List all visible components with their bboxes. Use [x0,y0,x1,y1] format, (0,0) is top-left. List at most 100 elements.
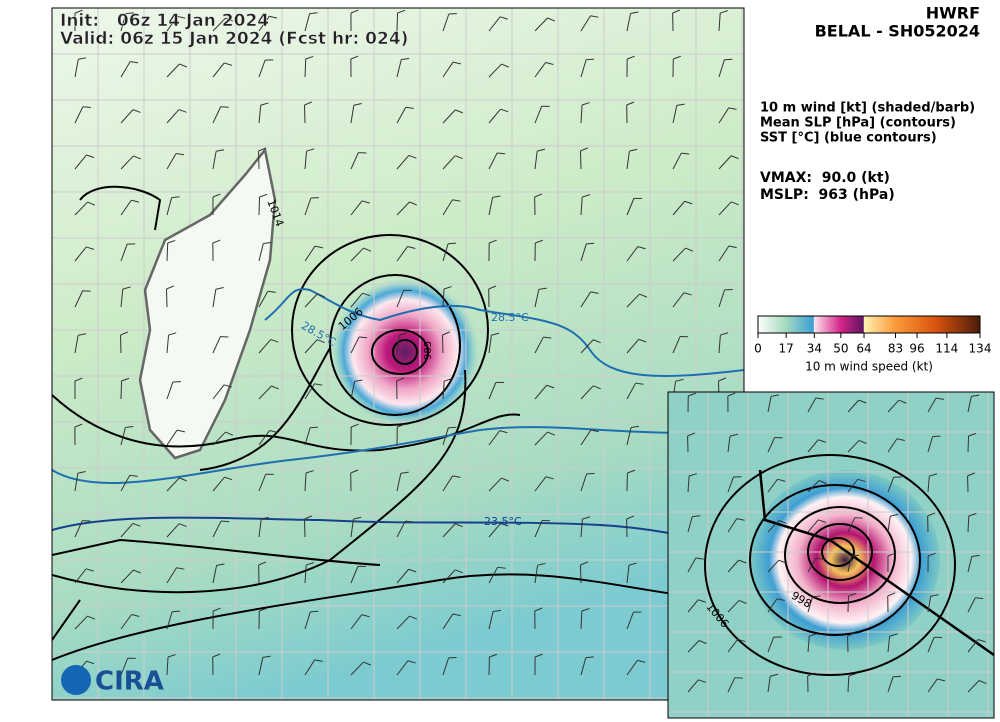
wind-barb [166,285,175,290]
wind-barb [815,397,824,400]
wind-barb [534,336,544,354]
wind-barb [304,473,307,492]
wind-barb [350,469,359,474]
wind-barb [927,678,938,693]
wind-barb [626,382,637,400]
wind-barb [396,12,399,32]
wind-barb [927,436,934,453]
wind-barb [166,63,180,78]
wind-barb [441,334,444,354]
wind-barb [305,55,314,60]
wind-barb [488,430,501,446]
wind-barb [212,239,221,244]
wind-barb [120,475,131,492]
wind-barb [261,516,270,520]
wind-barb [132,109,141,113]
wind-barb [767,598,778,613]
wind-barb [929,473,938,477]
wind-barb [580,561,589,566]
wind-barb [718,377,727,382]
wind-barb [626,101,635,106]
wind-barb [538,287,547,290]
wind-barb [688,392,696,397]
wind-barb [166,429,178,446]
wind-barb [488,63,502,78]
wind-barb [223,384,232,388]
wind-barb [86,660,95,665]
wind-barb [258,657,264,676]
wind-barb [673,55,681,60]
wind-barb [258,196,261,216]
legend-line: Mean SLP [hPa] (contours) [760,116,956,131]
wind-barb [74,473,79,492]
wind-barb [718,289,726,308]
init-time: Init: 06z 14 Jan 2024 [60,11,269,31]
wind-barb [216,563,225,566]
wind-barb [82,290,91,292]
wind-barb [177,15,186,19]
wind-barb [120,243,128,262]
wind-barb [767,636,775,653]
wind-barb [259,193,268,198]
wind-barb [581,102,590,106]
mslp: MSLP: 963 (hPa) [760,187,895,203]
colorbar-tick-label: 114 [935,342,958,356]
wind-barb [314,245,323,249]
wind-barb [687,599,699,613]
wind-barb [727,559,740,573]
wind-barb [737,638,746,643]
wind-barb [353,103,362,106]
wind-barb [580,59,587,78]
wind-barb [890,513,899,517]
wind-barb [688,473,697,477]
wind-barb [74,201,88,216]
wind-barb [309,12,318,15]
wind-barb [442,657,450,676]
wind-barb [547,17,556,22]
wind-barb [405,106,414,109]
wind-barb [847,399,860,413]
wind-barb [718,59,725,78]
wind-barb [687,476,690,493]
wind-barb [166,657,169,676]
wind-barb [887,438,898,453]
wind-barb [534,476,547,492]
wind-barb [809,633,818,637]
wind-barb [534,431,548,446]
wind-barb [626,515,635,520]
wind-barb [767,676,771,693]
wind-barb [672,336,681,354]
wind-barb [579,150,582,170]
wind-barb [580,197,583,216]
wind-barb [442,331,451,336]
wind-barb [497,566,506,569]
wind-barb [738,599,747,604]
wind-barb [212,106,222,124]
wind-barb [639,293,648,298]
wind-barb [303,518,306,538]
colorbar-tick-label: 17 [779,342,794,356]
wind-barb [683,292,692,296]
wind-barb [304,245,316,262]
wind-barb [442,243,449,262]
wind-barb [263,241,272,245]
wind-barb [269,429,278,434]
wind-barb [770,673,779,677]
wind-barb [582,194,590,198]
wind-barb [488,16,501,32]
wind-barb [271,385,280,390]
wind-barb [442,155,456,170]
wind-barb [580,147,589,152]
wind-barb [731,155,739,160]
wind-barb [82,106,91,108]
wind-barb [546,384,555,389]
wind-barb [359,336,368,339]
wind-barb [898,399,907,404]
wind-barb [581,608,590,612]
wind-barb [316,339,325,344]
main-map: Init: 06z 14 Jan 2024 Valid: 06z 15 Jan … [52,8,744,700]
wind-barb [350,105,355,124]
wind-barb [455,523,463,528]
wind-barb [442,109,456,124]
wind-barb [361,200,370,204]
